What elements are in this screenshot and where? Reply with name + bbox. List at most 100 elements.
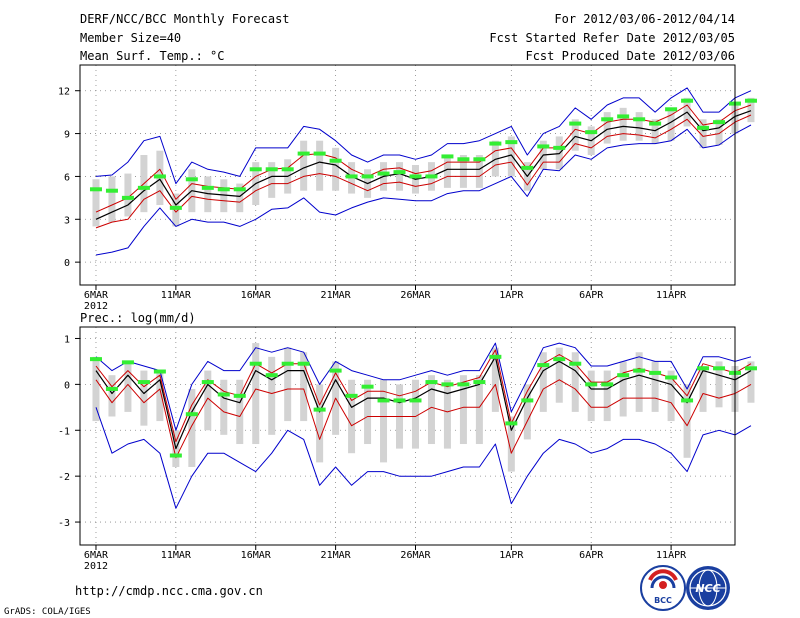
observation-mark bbox=[633, 368, 646, 373]
observation-mark bbox=[744, 98, 757, 103]
x-tick-label: 11APR bbox=[656, 290, 687, 301]
observation-mark bbox=[201, 185, 214, 190]
observation-mark bbox=[649, 370, 662, 375]
ensemble-box bbox=[507, 136, 515, 177]
y-tick-label: -3 bbox=[58, 518, 70, 529]
observation-mark bbox=[217, 187, 230, 192]
observation-mark bbox=[457, 382, 470, 387]
observation-mark bbox=[345, 393, 358, 398]
observation-mark bbox=[713, 120, 726, 125]
observation-mark bbox=[601, 382, 614, 387]
observation-mark bbox=[425, 380, 438, 385]
x-tick-label: 16MAR bbox=[241, 290, 272, 301]
ensemble-box bbox=[587, 370, 595, 422]
observation-mark bbox=[441, 154, 454, 159]
observation-mark bbox=[393, 170, 406, 175]
ensemble-box bbox=[268, 162, 276, 198]
x-tick-label: 11MAR bbox=[161, 550, 192, 561]
ensemble-box bbox=[443, 379, 451, 449]
temp-panel-label: Mean Surf. Temp.: °C bbox=[80, 49, 225, 63]
x-tick-label: 1APR bbox=[499, 290, 524, 301]
y-tick-label: 12 bbox=[58, 87, 70, 98]
envelope-max-line bbox=[95, 342, 752, 431]
observation-mark bbox=[169, 205, 182, 210]
observation-mark bbox=[601, 117, 614, 122]
ensemble-box bbox=[236, 379, 244, 445]
observation-mark bbox=[233, 393, 246, 398]
observation-mark bbox=[153, 369, 166, 374]
observation-mark bbox=[553, 357, 566, 362]
spread-lower-line bbox=[95, 379, 752, 459]
ensemble-box bbox=[699, 366, 707, 412]
member-size: Member Size=40 bbox=[80, 31, 181, 45]
ensemble-box bbox=[491, 347, 499, 412]
observation-mark bbox=[537, 144, 550, 149]
ensemble-box bbox=[715, 119, 723, 145]
ensemble-box bbox=[268, 356, 276, 435]
ensemble-box bbox=[188, 388, 196, 467]
observation-mark bbox=[121, 360, 134, 365]
ensemble-box bbox=[667, 370, 675, 422]
ensemble-box bbox=[172, 193, 180, 227]
ensemble-box bbox=[300, 140, 308, 191]
spread-lower-line bbox=[95, 114, 752, 229]
observation-mark bbox=[377, 171, 390, 176]
ensemble-box bbox=[204, 176, 212, 213]
observation-mark bbox=[121, 195, 134, 200]
x-tick-label: 16MAR bbox=[241, 550, 272, 561]
ensemble-box bbox=[284, 347, 292, 422]
observation-mark bbox=[233, 187, 246, 192]
observation-mark bbox=[633, 117, 646, 122]
observation-mark bbox=[185, 177, 198, 182]
y-tick-label: 3 bbox=[64, 215, 70, 226]
started-refer-date: Fcst Started Refer Date 2012/03/05 bbox=[489, 31, 735, 45]
y-tick-label: 1 bbox=[64, 334, 70, 345]
ensemble-box bbox=[124, 361, 132, 412]
ensemble-box bbox=[443, 155, 451, 188]
ensemble-box bbox=[619, 107, 627, 141]
ensemble-box bbox=[124, 173, 132, 217]
ensemble-box bbox=[92, 356, 100, 422]
ensemble-box bbox=[411, 379, 419, 449]
y-tick-label: 9 bbox=[64, 130, 70, 141]
x-tick-label: 6APR bbox=[579, 290, 604, 301]
observation-mark bbox=[201, 380, 214, 385]
observation-mark bbox=[553, 145, 566, 150]
ensemble-box bbox=[603, 112, 611, 144]
ensemble-box bbox=[635, 352, 643, 412]
observation-mark bbox=[153, 174, 166, 179]
ensemble-box bbox=[220, 179, 228, 213]
observation-mark bbox=[393, 398, 406, 403]
ensemble-box bbox=[683, 384, 691, 458]
ensemble-box bbox=[220, 379, 228, 435]
envelope-min-line bbox=[95, 124, 752, 256]
observation-mark bbox=[313, 407, 326, 412]
ensemble-box bbox=[92, 179, 100, 227]
observation-mark bbox=[281, 167, 294, 172]
observation-mark bbox=[569, 121, 582, 126]
observation-mark bbox=[345, 174, 358, 179]
chart-title: DERF/NCC/BCC Monthly Forecast bbox=[80, 12, 290, 26]
x-tick-label: 6MAR bbox=[84, 550, 109, 561]
observation-mark bbox=[681, 98, 694, 103]
observation-mark bbox=[713, 366, 726, 371]
ensemble-box bbox=[252, 343, 260, 445]
ensemble-box bbox=[108, 176, 116, 223]
observation-mark bbox=[457, 157, 470, 162]
observation-mark bbox=[473, 380, 486, 385]
observation-mark bbox=[249, 361, 262, 366]
observation-mark bbox=[89, 187, 102, 192]
x-tick-label: 6MAR bbox=[84, 290, 109, 301]
observation-mark bbox=[137, 185, 150, 190]
ensemble-box bbox=[427, 375, 435, 445]
observation-mark bbox=[297, 361, 310, 366]
ensemble-box bbox=[715, 361, 723, 408]
observation-mark bbox=[649, 121, 662, 126]
ensemble-box bbox=[571, 352, 579, 412]
observation-mark bbox=[489, 141, 502, 146]
observation-mark bbox=[265, 373, 278, 378]
ensemble-box bbox=[459, 155, 467, 188]
observation-mark bbox=[489, 354, 502, 359]
ensemble-box bbox=[667, 107, 675, 141]
